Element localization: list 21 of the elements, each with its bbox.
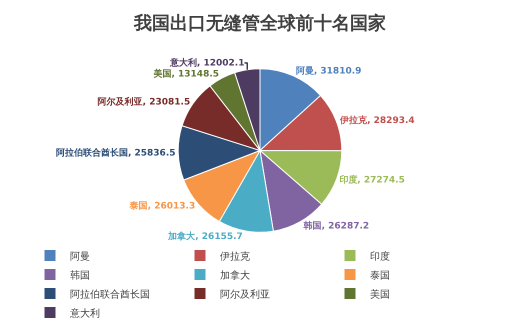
legend-label: 加拿大 (220, 269, 250, 282)
data-label: 阿拉伯联合酋长国, 25836.5 (56, 148, 176, 159)
legend-label: 阿曼 (70, 251, 90, 262)
legend-label: 意大利 (69, 307, 100, 320)
data-label: 泰国, 26013.3 (128, 200, 196, 212)
data-label: 伊拉克, 28293.4 (339, 114, 415, 126)
data-label: 加拿大, 26155.7 (167, 230, 243, 242)
legend-label: 韩国 (70, 269, 90, 282)
data-label: 阿尔及利亚, 23081.5 (98, 96, 190, 108)
legend-label: 阿尔及利亚 (220, 288, 270, 300)
legend-label: 泰国 (370, 270, 390, 282)
data-label: 韩国, 26287.2 (302, 220, 370, 232)
data-label: 阿曼, 31810.9 (296, 66, 362, 77)
legend-label: 美国 (370, 288, 390, 300)
data-label: 美国, 13148.5 (152, 68, 220, 80)
data-label: 印度, 27274.5 (339, 174, 405, 186)
legend-label: 伊拉克 (220, 250, 250, 262)
legend-label: 阿拉伯联合酋长国 (70, 288, 150, 300)
legend-label: 印度 (370, 250, 390, 262)
chart-title: 我国出口无缝管全球前十名国家 (133, 13, 386, 34)
data-label: 意大利, 12002.1 (168, 57, 244, 68)
